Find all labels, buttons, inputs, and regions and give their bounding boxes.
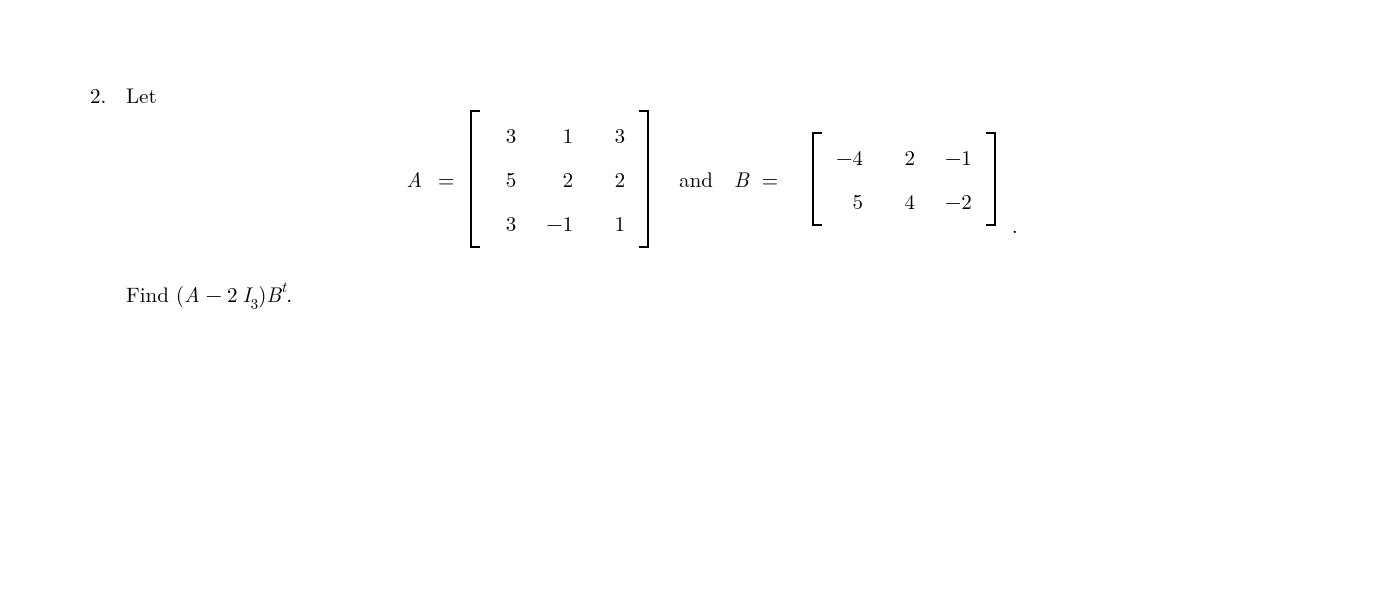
problem-body: Let A = 3 1 3 5 2 2 3 −1 1 — [126, 80, 1298, 312]
matrix-a: 3 1 3 5 2 2 3 −1 1 — [470, 110, 649, 248]
matrix-cell: 4 — [893, 186, 915, 216]
equals-sign: = — [762, 164, 778, 194]
bracket-left-icon — [470, 110, 480, 248]
matrix-cell: −2 — [945, 186, 972, 216]
bracket-right-icon — [986, 132, 996, 226]
ask-a: A — [184, 279, 200, 309]
matrix-cell: 2 — [893, 142, 915, 172]
ask-b-sup: t — [281, 276, 286, 297]
matrix-cell: 3 — [603, 120, 625, 150]
matrix-cell: 3 — [494, 120, 516, 150]
ask-period: . — [286, 279, 292, 309]
ask-prefix: Find ( — [126, 279, 184, 309]
lead-text: Let — [126, 80, 1298, 110]
ask-i: I — [243, 279, 251, 309]
ask-minus: − 2 — [200, 279, 243, 309]
matrix-cell: 5 — [494, 164, 516, 194]
equals-sign: = — [438, 164, 454, 194]
equation-period: . — [1012, 210, 1018, 240]
ask-i-sub: 3 — [251, 293, 259, 314]
item-number: 2. — [90, 80, 126, 110]
equation-block: A = 3 1 3 5 2 2 3 −1 1 — [126, 110, 1298, 248]
and-text: and B = — [679, 164, 784, 194]
problem-row: 2. Let A = 3 1 3 5 2 2 3 −1 — [90, 80, 1298, 312]
matrix-cell: 1 — [603, 208, 625, 238]
bracket-right-icon — [639, 110, 649, 248]
matrix-cell: −1 — [945, 142, 972, 172]
matrix-cell: 3 — [494, 208, 516, 238]
ask-line: Find (A − 2 I3)Bt. — [126, 278, 1298, 312]
matrix-cell: 5 — [841, 186, 863, 216]
matrix-cell: −1 — [546, 208, 573, 238]
matrix-cell: 2 — [551, 164, 573, 194]
matrix-b-grid: −4 2 −1 5 4 −2 — [822, 132, 986, 226]
matrix-a-grid: 3 1 3 5 2 2 3 −1 1 — [480, 110, 639, 248]
matrix-b-label: B — [734, 164, 749, 194]
matrix-cell: 1 — [551, 120, 573, 150]
ask-b: B — [266, 279, 281, 309]
matrix-b: −4 2 −1 5 4 −2 — [812, 132, 996, 226]
bracket-left-icon — [812, 132, 822, 226]
matrix-cell: 2 — [603, 164, 625, 194]
equation-inline: A = 3 1 3 5 2 2 3 −1 1 — [406, 110, 1017, 248]
matrix-cell: −4 — [836, 142, 863, 172]
matrix-a-label: A — [406, 164, 422, 194]
and-word: and — [679, 164, 713, 194]
